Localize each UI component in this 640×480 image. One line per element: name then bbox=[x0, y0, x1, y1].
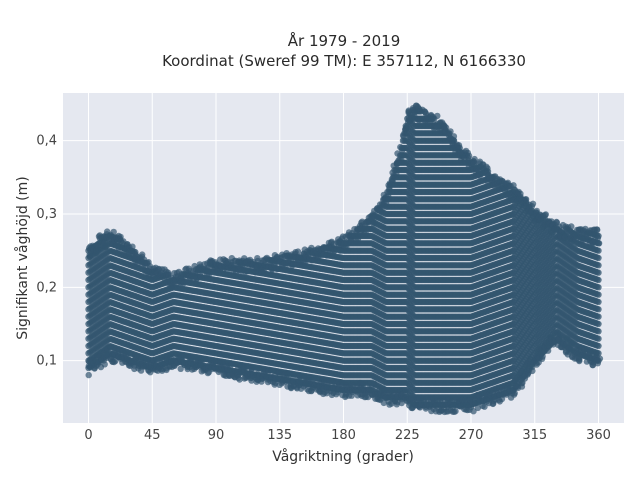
data-points bbox=[85, 102, 604, 416]
chart-title-line2: Koordinat (Sweref 99 TM): E 357112, N 61… bbox=[162, 52, 526, 70]
chart-title-line1: År 1979 - 2019 bbox=[288, 31, 401, 50]
data-point bbox=[101, 361, 108, 368]
data-point bbox=[117, 238, 125, 245]
data-point bbox=[110, 228, 117, 236]
data-point bbox=[85, 371, 92, 379]
data-point bbox=[129, 243, 136, 250]
